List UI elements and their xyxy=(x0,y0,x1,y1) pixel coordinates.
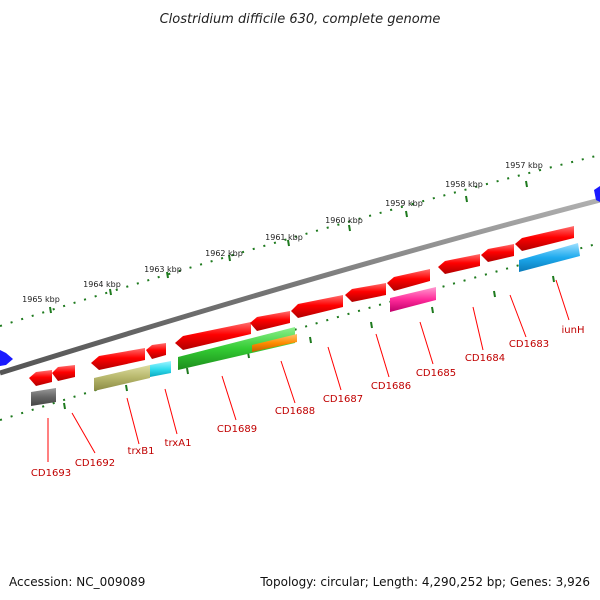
gene-label-cd1687: CD1687 xyxy=(323,394,363,405)
gene-label-cd1693: CD1693 xyxy=(31,468,71,479)
gene-arrow-trxb1[interactable] xyxy=(91,348,145,370)
left-end-arrow xyxy=(0,350,13,366)
kbp-label: 1963 kbp xyxy=(144,265,182,274)
subfeature-cd1688[interactable] xyxy=(252,334,297,352)
gene-arrow-cd1688[interactable] xyxy=(250,311,290,331)
gene-label-trxa1: trxA1 xyxy=(165,438,192,449)
gene-arrow-cd1687[interactable] xyxy=(291,295,343,318)
gene-arrow-trxa1[interactable] xyxy=(146,343,166,359)
label-leaders xyxy=(47,279,570,462)
kbp-label: 1957 kbp xyxy=(505,161,543,170)
gene-features xyxy=(29,226,580,406)
gene-arrow-cd1685[interactable] xyxy=(387,269,430,291)
gene-arrow-cd1693[interactable] xyxy=(29,370,52,386)
subfeature-iunh[interactable] xyxy=(519,243,580,272)
gene-label-cd1689: CD1689 xyxy=(217,424,257,435)
kbp-label: 1961 kbp xyxy=(265,233,303,242)
gene-label-iunh: iunH xyxy=(562,325,585,336)
gene-arrow-cd1683[interactable] xyxy=(481,244,514,262)
kbp-label: 1964 kbp xyxy=(83,280,121,289)
topology-text: Topology: circular; Length: 4,290,252 bp… xyxy=(259,575,590,589)
subfeature-trxa1[interactable] xyxy=(150,361,171,377)
gene-label-cd1684: CD1684 xyxy=(465,353,505,364)
gene-arrow-cd1686[interactable] xyxy=(345,283,386,302)
gene-label-cd1686: CD1686 xyxy=(371,381,411,392)
accession-text: Accession: NC_009089 xyxy=(9,575,145,589)
major-ticks xyxy=(49,180,528,314)
gene-label-cd1688: CD1688 xyxy=(275,406,315,417)
map-title: Clostridium difficile 630, complete geno… xyxy=(160,12,441,27)
subfeature-cd1689[interactable] xyxy=(178,327,295,370)
inner-tick-track xyxy=(0,242,600,421)
right-end-arrow xyxy=(594,186,600,202)
gene-label-cd1685: CD1685 xyxy=(416,368,456,379)
subfeature-cd1693[interactable] xyxy=(31,388,56,406)
gene-arrow-cd1692[interactable] xyxy=(52,365,75,381)
gene-arrow-cd1689[interactable] xyxy=(175,322,251,350)
subfeature-trxb1[interactable] xyxy=(94,365,150,391)
kbp-label: 1965 kbp xyxy=(22,295,60,304)
gene-label-cd1683: CD1683 xyxy=(509,339,549,350)
kbp-label: 1962 kbp xyxy=(205,249,243,258)
kbp-tick-labels: 1965 kbp 1964 kbp 1963 kbp 1962 kbp 1961… xyxy=(22,161,543,304)
genome-backbone xyxy=(0,197,600,376)
gene-arrow-iunh[interactable] xyxy=(515,226,574,251)
gene-arrow-cd1684[interactable] xyxy=(438,254,480,274)
gene-label-trxb1: trxB1 xyxy=(128,446,155,457)
kbp-label: 1960 kbp xyxy=(325,216,363,225)
inner-major-ticks xyxy=(63,275,555,410)
subfeature-cd1685[interactable] xyxy=(390,287,436,312)
kbp-label: 1959 kbp xyxy=(385,199,423,208)
kbp-label: 1958 kbp xyxy=(445,180,483,189)
gene-label-cd1692: CD1692 xyxy=(75,458,115,469)
gene-labels: CD1693 CD1692 trxB1 trxA1 CD1689 CD1688 … xyxy=(31,325,585,479)
